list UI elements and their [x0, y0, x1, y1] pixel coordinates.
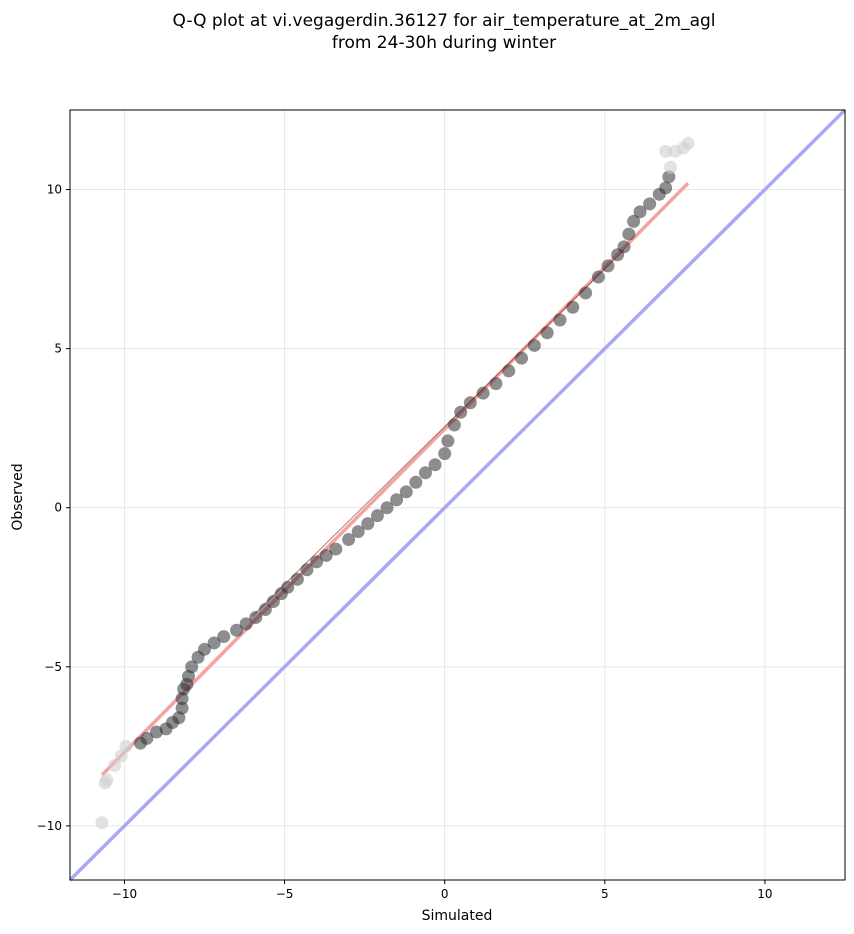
data-point-36 [361, 517, 375, 531]
data-point-2 [100, 773, 114, 787]
y-tick-label-4: 10 [47, 183, 62, 197]
data-point-45 [441, 434, 455, 448]
data-point-44 [438, 447, 452, 461]
data-point-20 [207, 636, 221, 650]
data-point-57 [579, 286, 593, 300]
data-point-39 [390, 493, 404, 507]
data-point-31 [310, 555, 324, 569]
data-points [95, 136, 695, 830]
y-tick-label-3: 5 [54, 342, 62, 356]
data-point-63 [627, 214, 641, 228]
chart-title-line-2: from 24-30h during winter [332, 33, 556, 53]
data-point-61 [617, 240, 631, 254]
data-point-19 [198, 642, 212, 656]
data-point-12 [175, 701, 189, 715]
reference-lines [68, 108, 847, 882]
data-point-55 [553, 313, 567, 327]
data-point-65 [643, 197, 657, 211]
data-point-26 [266, 595, 280, 609]
data-point-53 [527, 338, 541, 352]
data-point-67 [659, 181, 673, 195]
y-tick-label-0: −10 [37, 819, 62, 833]
data-point-69 [663, 160, 677, 174]
data-point-54 [540, 326, 554, 340]
x-tick-label-3: 5 [601, 887, 609, 901]
data-point-32 [319, 548, 333, 562]
data-point-50 [489, 377, 503, 391]
data-point-24 [249, 611, 263, 624]
data-point-64 [633, 205, 647, 219]
data-point-49 [476, 386, 490, 400]
data-point-29 [290, 572, 304, 586]
data-point-51 [502, 364, 516, 378]
grid-lines [70, 110, 845, 880]
data-point-46 [447, 418, 461, 432]
data-point-33 [329, 542, 343, 556]
data-point-43 [428, 458, 442, 472]
data-point-42 [418, 466, 432, 480]
data-point-34 [342, 533, 356, 547]
identity-line [68, 108, 847, 882]
y-tick-label-2: 0 [54, 501, 62, 515]
data-point-22 [230, 623, 244, 637]
data-point-62 [622, 227, 636, 241]
data-point-21 [217, 630, 231, 644]
data-point-70 [659, 144, 673, 158]
data-point-25 [258, 603, 272, 617]
tick-labels: −10 −5 0 5 10 −10 −5 0 5 10 [37, 183, 773, 901]
data-point-38 [380, 501, 394, 515]
data-point-73 [681, 136, 695, 150]
data-point-59 [601, 259, 615, 273]
fit-line [100, 181, 690, 777]
data-point-13 [175, 692, 189, 706]
data-point-41 [409, 475, 423, 489]
data-point-56 [566, 300, 580, 314]
data-point-3 [108, 758, 122, 772]
data-point-48 [463, 396, 477, 410]
data-point-7 [140, 731, 154, 745]
data-point-28 [281, 580, 295, 594]
data-point-68 [662, 170, 676, 184]
x-tick-label-0: −10 [112, 887, 137, 901]
data-point-35 [351, 525, 365, 539]
data-point-17 [185, 660, 199, 674]
data-point-37 [370, 509, 384, 523]
plot-frame [69, 109, 846, 881]
fit-line-core [252, 249, 625, 617]
x-axis-label: Simulated [422, 908, 493, 924]
data-point-5 [119, 739, 133, 753]
x-tick-label-4: 10 [757, 887, 772, 901]
data-point-47 [454, 405, 468, 419]
data-point-23 [239, 617, 253, 631]
chart-title-line-1: Q-Q plot at vi.vegagerdin.36127 for air_… [172, 11, 715, 31]
x-tick-label-2: 0 [441, 887, 449, 901]
y-axis-label: Observed [10, 463, 26, 530]
x-tick-label-1: −5 [276, 887, 294, 901]
data-point-0 [95, 816, 109, 830]
y-tick-label-1: −5 [44, 660, 62, 674]
data-point-52 [515, 351, 529, 365]
data-point-30 [300, 563, 314, 577]
data-point-40 [399, 485, 413, 499]
data-point-58 [591, 270, 605, 284]
